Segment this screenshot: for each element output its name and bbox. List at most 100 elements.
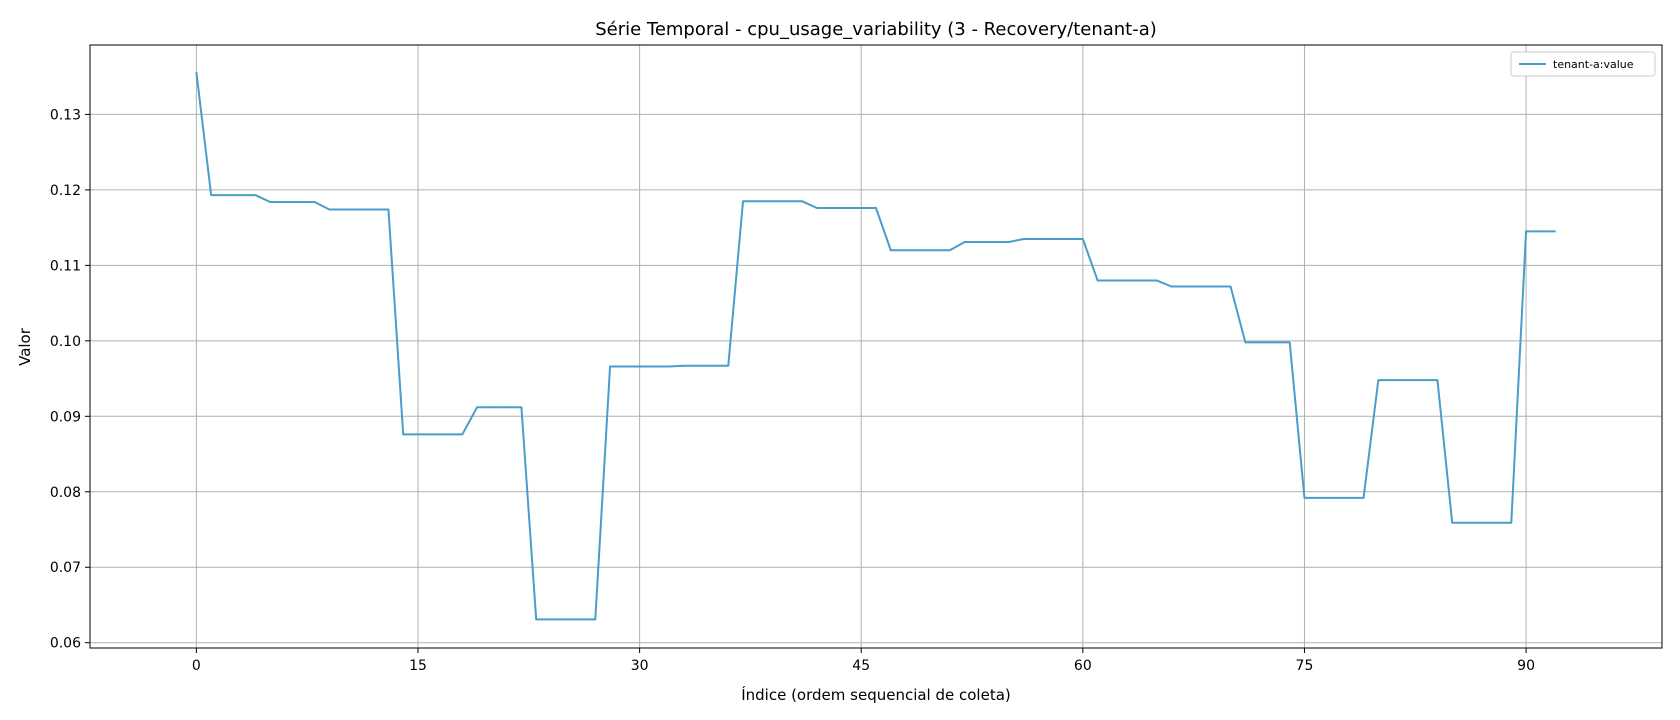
data-point — [919, 249, 921, 251]
y-tick-label: 0.08 — [50, 485, 81, 501]
data-point — [1170, 285, 1172, 287]
data-point — [402, 433, 404, 435]
legend-box — [1510, 51, 1656, 77]
data-point — [1037, 238, 1039, 240]
data-point — [1215, 285, 1217, 287]
data-point — [254, 194, 256, 196]
data-point — [195, 71, 197, 73]
data-point — [993, 241, 995, 243]
data-point — [638, 365, 640, 367]
data-point — [210, 194, 212, 196]
data-point — [358, 208, 360, 210]
y-tick-label: 0.13 — [50, 107, 81, 123]
data-point — [1554, 230, 1556, 232]
y-tick-label: 0.11 — [50, 258, 81, 274]
data-point — [801, 200, 803, 202]
data-point — [771, 200, 773, 202]
data-point — [1111, 279, 1113, 281]
data-point — [1525, 230, 1527, 232]
data-point — [653, 365, 655, 367]
data-point — [1126, 279, 1128, 281]
data-point — [1466, 522, 1468, 524]
data-point — [343, 208, 345, 210]
data-point — [269, 201, 271, 203]
data-point — [904, 249, 906, 251]
x-tick-label: 60 — [1074, 658, 1092, 674]
plot-area-frame — [89, 44, 1663, 649]
data-point — [1318, 497, 1320, 499]
data-point — [328, 208, 330, 210]
data-point — [505, 406, 507, 408]
x-axis-label: Índice (ordem sequencial de coleta) — [741, 685, 1011, 704]
data-point — [1436, 379, 1438, 381]
data-point — [624, 365, 626, 367]
legend-label: tenant-a:value — [1553, 58, 1634, 71]
data-point — [1421, 379, 1423, 381]
data-point — [1082, 238, 1084, 240]
data-point — [1274, 341, 1276, 343]
data-point — [1067, 238, 1069, 240]
data-point — [284, 201, 286, 203]
data-point — [786, 200, 788, 202]
data-point — [225, 194, 227, 196]
data-point — [683, 365, 685, 367]
data-point — [535, 618, 537, 620]
data-point — [432, 433, 434, 435]
data-point — [845, 207, 847, 209]
data-point — [520, 406, 522, 408]
data-point — [934, 249, 936, 251]
data-point — [1481, 522, 1483, 524]
data-point — [1023, 238, 1025, 240]
data-point — [698, 365, 700, 367]
data-point — [417, 433, 419, 435]
data-point — [594, 618, 596, 620]
x-tick-label: 45 — [852, 658, 870, 674]
y-tick-label: 0.12 — [50, 183, 81, 199]
data-point — [1288, 341, 1290, 343]
x-tick-label: 15 — [409, 658, 427, 674]
data-point — [727, 365, 729, 367]
data-point — [1156, 279, 1158, 281]
x-tick-label: 30 — [631, 658, 649, 674]
data-point — [742, 200, 744, 202]
y-axis: 0.06 0.07 0.08 0.09 0.10 0.11 0.12 0.13 — [50, 107, 90, 652]
series-line — [195, 72, 1556, 621]
data-point — [299, 201, 301, 203]
series-layer — [195, 71, 1556, 621]
data-point — [1052, 238, 1054, 240]
x-tick-label: 75 — [1296, 658, 1314, 674]
grid — [90, 45, 1662, 648]
y-tick-label: 0.10 — [50, 334, 81, 350]
data-point — [1200, 285, 1202, 287]
data-point — [461, 433, 463, 435]
data-point — [816, 207, 818, 209]
data-point — [949, 249, 951, 251]
data-point — [1008, 241, 1010, 243]
data-point — [860, 207, 862, 209]
data-point — [712, 365, 714, 367]
x-tick-label: 90 — [1517, 658, 1535, 674]
data-point — [1451, 522, 1453, 524]
data-point — [890, 249, 892, 251]
data-point — [609, 365, 611, 367]
data-point — [446, 433, 448, 435]
data-point — [978, 241, 980, 243]
data-point — [1510, 522, 1512, 524]
data-point — [1333, 497, 1335, 499]
data-point — [476, 406, 478, 408]
data-point — [1495, 522, 1497, 524]
data-point — [240, 194, 242, 196]
data-point — [1362, 497, 1364, 499]
data-point — [1348, 497, 1350, 499]
data-point — [1096, 279, 1098, 281]
y-tick-label: 0.06 — [50, 636, 81, 652]
y-axis-label: Valor — [16, 327, 34, 366]
data-point — [372, 208, 374, 210]
data-point — [313, 201, 315, 203]
legend: tenant-a:value — [1510, 51, 1656, 77]
data-point — [1392, 379, 1394, 381]
data-point — [387, 208, 389, 210]
data-point — [491, 406, 493, 408]
